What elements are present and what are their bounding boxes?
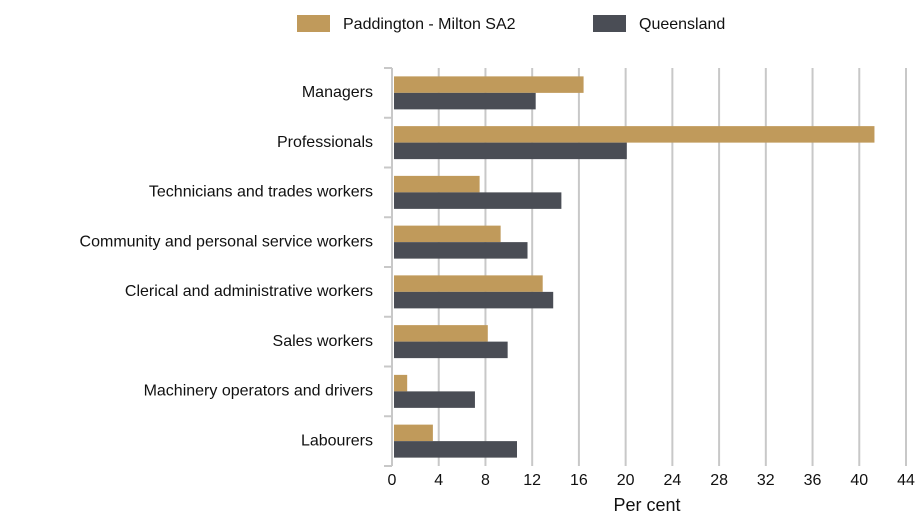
bar bbox=[394, 192, 562, 209]
x-tick-label: 0 bbox=[388, 472, 397, 489]
x-tick-label: 44 bbox=[897, 472, 915, 489]
y-tick-label: Managers bbox=[302, 84, 373, 101]
x-tick-label: 36 bbox=[804, 472, 822, 489]
legend-label: Queensland bbox=[639, 16, 725, 33]
y-tick-label: Clerical and administrative workers bbox=[125, 283, 373, 300]
bar bbox=[394, 225, 501, 243]
legend-label: Paddington - Milton SA2 bbox=[343, 16, 516, 33]
legend-swatch bbox=[297, 15, 330, 32]
x-tick-label: 40 bbox=[850, 472, 868, 489]
x-tick-label: 28 bbox=[710, 472, 728, 489]
legend-swatch bbox=[593, 15, 626, 32]
y-tick-label: Sales workers bbox=[273, 333, 373, 350]
bar bbox=[394, 242, 528, 259]
y-tick-label: Technicians and trades workers bbox=[149, 184, 373, 201]
x-tick-label: 24 bbox=[663, 472, 681, 489]
y-tick-label: Machinery operators and drivers bbox=[144, 383, 373, 400]
bar bbox=[394, 374, 408, 392]
x-tick-label: 20 bbox=[617, 472, 635, 489]
bar bbox=[394, 441, 517, 458]
bar bbox=[394, 92, 536, 110]
bar bbox=[394, 341, 508, 359]
bar bbox=[394, 142, 627, 160]
bar bbox=[394, 275, 543, 292]
bar bbox=[394, 424, 433, 442]
y-tick-label: Labourers bbox=[301, 432, 373, 449]
bar bbox=[394, 76, 584, 93]
bar bbox=[394, 325, 488, 342]
x-tick-label: 12 bbox=[523, 472, 541, 489]
x-tick-label: 16 bbox=[570, 472, 588, 489]
x-tick-label: 4 bbox=[434, 472, 443, 489]
y-tick-label: Professionals bbox=[277, 134, 373, 151]
bar bbox=[394, 391, 475, 408]
x-axis-label: Per cent bbox=[613, 495, 680, 514]
bar bbox=[394, 291, 554, 309]
bar bbox=[394, 126, 875, 143]
x-tick-label: 8 bbox=[481, 472, 490, 489]
y-tick-label: Community and personal service workers bbox=[80, 233, 373, 250]
bar bbox=[394, 175, 480, 193]
x-tick-label: 32 bbox=[757, 472, 775, 489]
